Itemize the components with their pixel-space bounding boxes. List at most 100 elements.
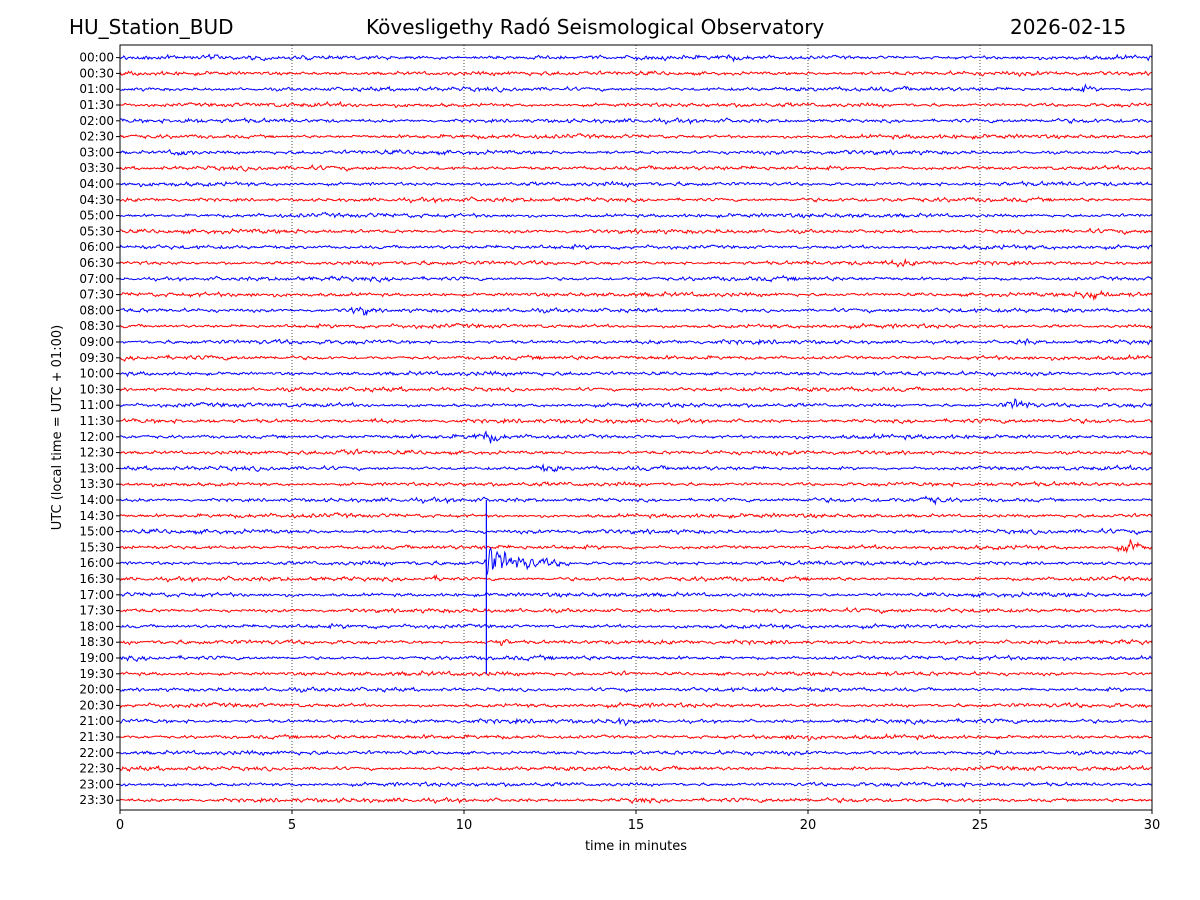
- y-tick-label-2330: 23:30: [79, 793, 114, 807]
- y-tick-label-1800: 18:00: [79, 619, 114, 633]
- trace-1430: [119, 511, 1153, 520]
- trace-0530: [119, 227, 1153, 236]
- y-tick-label-0800: 08:00: [79, 303, 114, 317]
- x-tick-label-30: 30: [1144, 818, 1161, 833]
- trace-0900: [119, 338, 1153, 347]
- y-tick-label-1400: 14:00: [79, 493, 114, 507]
- trace-0130: [119, 100, 1153, 109]
- trace-1900: [119, 653, 1153, 663]
- trace-1200: [119, 430, 1153, 444]
- trace-2000: [119, 686, 1153, 693]
- observatory-title: Kövesligethy Radó Seismological Observat…: [366, 15, 825, 39]
- trace-1130: [119, 417, 1153, 425]
- y-tick-label-1530: 15:30: [79, 540, 114, 554]
- y-tick-label-1030: 10:30: [79, 382, 114, 396]
- trace-0030: [119, 70, 1153, 78]
- y-tick-label-1130: 11:30: [79, 414, 114, 428]
- y-tick-label-0430: 04:30: [79, 193, 114, 207]
- y-tick-label-2000: 20:00: [79, 683, 114, 697]
- y-tick-label-1500: 15:00: [79, 525, 114, 539]
- trace-1800: [119, 622, 1153, 631]
- y-tick-label-0330: 03:30: [79, 161, 114, 175]
- y-tick-label-0130: 01:30: [79, 98, 114, 112]
- y-tick-label-1300: 13:00: [79, 461, 114, 475]
- x-tick-label-10: 10: [456, 818, 473, 833]
- trace-1730: [119, 606, 1153, 615]
- station-title: HU_Station_BUD: [69, 15, 234, 39]
- trace-2130: [119, 732, 1152, 741]
- x-tick-label-0: 0: [116, 818, 124, 833]
- y-tick-label-1730: 17:30: [79, 604, 114, 618]
- date-title: 2026-02-15: [1010, 15, 1127, 39]
- y-tick-label-0030: 00:30: [79, 66, 114, 80]
- trace-1100: [119, 398, 1153, 410]
- trace-2100: [119, 716, 1153, 727]
- y-tick-label-1900: 19:00: [79, 651, 114, 665]
- trace-0430: [119, 196, 1153, 204]
- y-axis-label: UTC (local time = UTC + 01:00): [50, 325, 65, 530]
- x-tick-label-20: 20: [800, 818, 817, 833]
- trace-1700: [119, 591, 1153, 598]
- trace-1000: [119, 370, 1153, 378]
- y-tick-label-0100: 01:00: [79, 82, 114, 96]
- trace-0730: [119, 289, 1153, 302]
- trace-1830: [119, 638, 1153, 646]
- y-tick-label-2100: 21:00: [79, 714, 114, 728]
- y-tick-label-0630: 06:30: [79, 256, 114, 270]
- trace-1530: [119, 539, 1153, 554]
- trace-0230: [119, 132, 1153, 141]
- trace-2300: [119, 781, 1153, 788]
- trace-1400: [119, 495, 1153, 506]
- y-tick-label-0600: 06:00: [79, 240, 114, 254]
- y-tick-label-1330: 13:30: [79, 477, 114, 491]
- y-tick-label-1830: 18:30: [79, 635, 114, 649]
- y-tick-label-1630: 16:30: [79, 572, 114, 586]
- trace-0400: [119, 180, 1153, 188]
- trace-1930: [119, 670, 1153, 677]
- y-tick-label-1100: 11:00: [79, 398, 114, 412]
- y-tick-label-2200: 22:00: [79, 746, 114, 760]
- trace-1600: [119, 546, 1153, 576]
- y-tick-label-0830: 08:30: [79, 319, 114, 333]
- y-tick-label-1430: 14:30: [79, 509, 114, 523]
- y-tick-label-0900: 09:00: [79, 335, 114, 349]
- y-tick-label-0200: 02:00: [79, 114, 114, 128]
- y-tick-label-0700: 07:00: [79, 272, 114, 286]
- trace-2030: [119, 701, 1153, 710]
- trace-0630: [119, 257, 1153, 268]
- y-tick-label-1230: 12:30: [79, 446, 114, 460]
- trace-0500: [119, 211, 1153, 219]
- y-tick-label-2230: 22:30: [79, 762, 114, 776]
- y-tick-label-0930: 09:30: [79, 351, 114, 365]
- trace-0600: [119, 243, 1153, 251]
- y-tick-label-1930: 19:30: [79, 667, 114, 681]
- trace-1230: [119, 448, 1153, 457]
- y-tick-label-1700: 17:00: [79, 588, 114, 602]
- trace-0830: [119, 322, 1153, 330]
- trace-1330: [119, 480, 1153, 488]
- y-tick-label-1000: 10:00: [79, 367, 114, 381]
- y-tick-label-0230: 02:30: [79, 130, 114, 144]
- trace-2330: [119, 796, 1153, 805]
- trace-0800: [119, 306, 1153, 317]
- trace-1300: [119, 463, 1153, 473]
- trace-0330: [119, 164, 1153, 172]
- y-tick-label-0300: 03:00: [79, 145, 114, 159]
- y-tick-label-2130: 21:30: [79, 730, 114, 744]
- trace-1630: [119, 573, 1153, 583]
- y-tick-label-2300: 23:00: [79, 777, 114, 791]
- x-tick-label-25: 25: [972, 818, 989, 833]
- trace-0000: [119, 53, 1153, 63]
- trace-0200: [119, 117, 1153, 126]
- y-tick-label-2030: 20:30: [79, 698, 114, 712]
- trace-1500: [119, 527, 1153, 536]
- x-tick-label-15: 15: [628, 818, 645, 833]
- y-tick-label-0530: 05:30: [79, 224, 114, 238]
- y-tick-label-0000: 00:00: [79, 51, 114, 65]
- y-tick-label-1600: 16:00: [79, 556, 114, 570]
- trace-1030: [119, 385, 1153, 393]
- x-tick-label-5: 5: [288, 818, 296, 833]
- trace-0100: [119, 83, 1153, 93]
- trace-2200: [119, 749, 1153, 757]
